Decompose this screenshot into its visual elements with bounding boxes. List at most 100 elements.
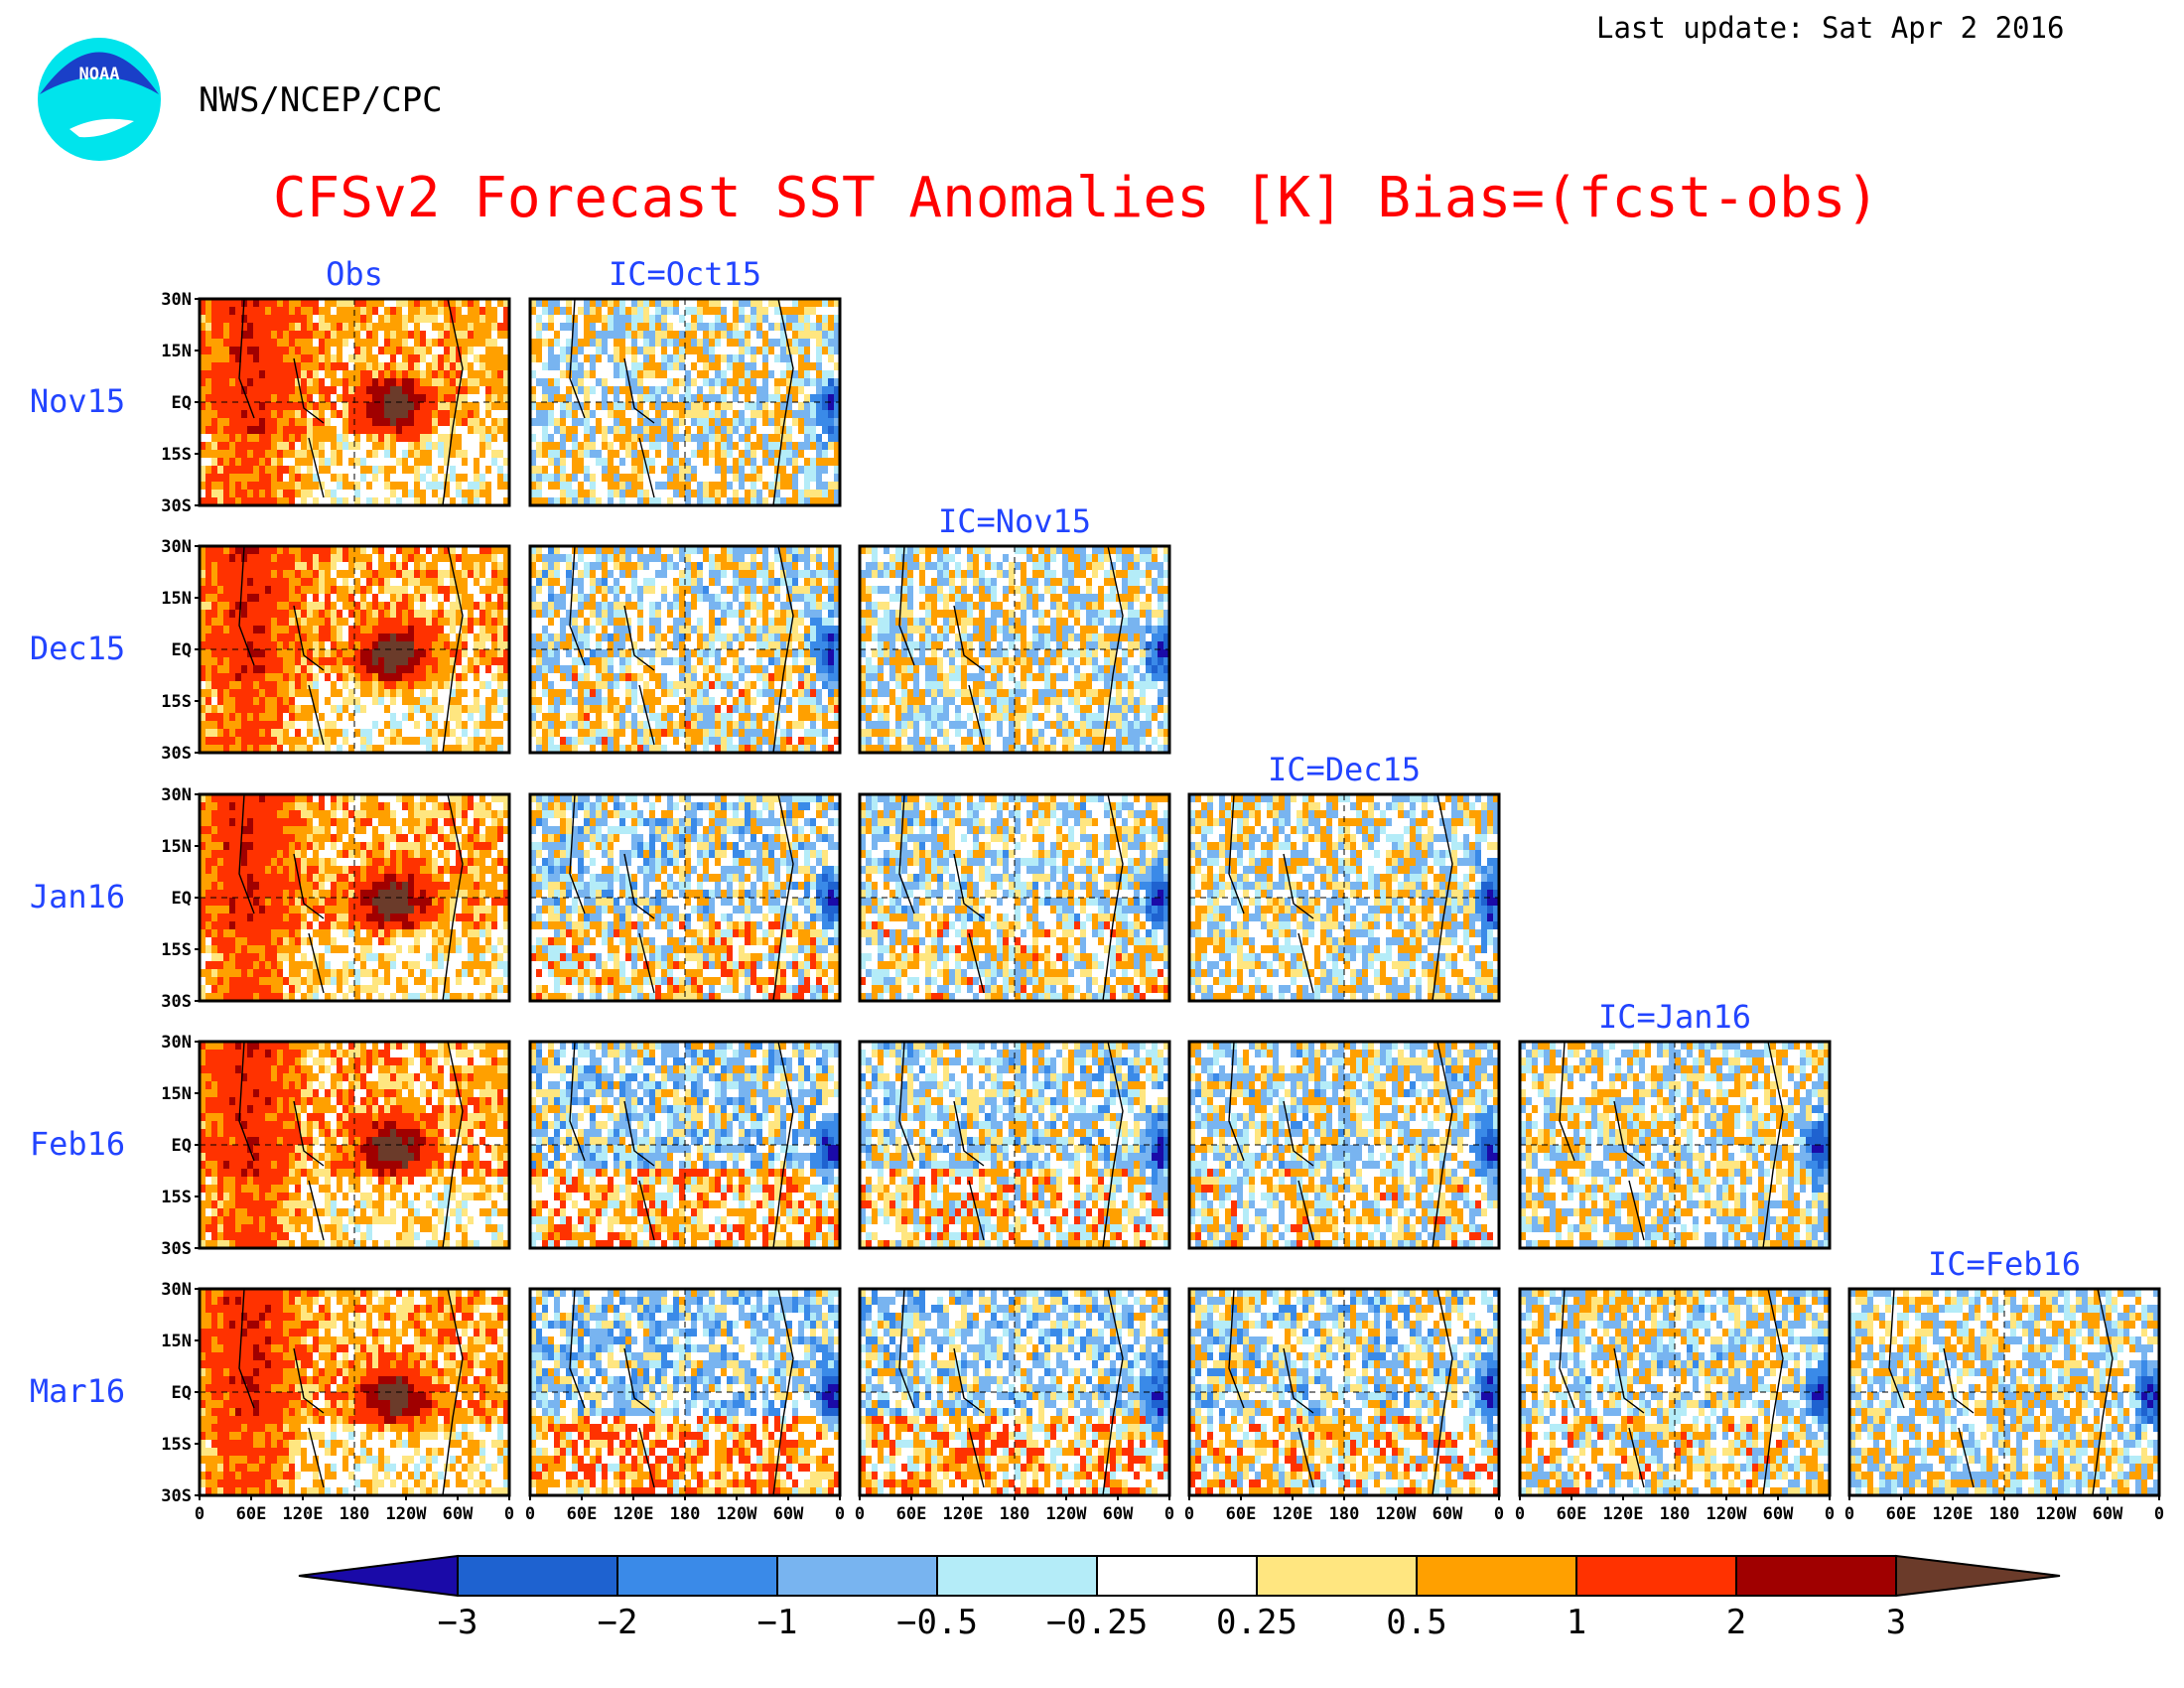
x-tick-label: 0 [504, 1504, 514, 1524]
row-label-0: Nov15 [30, 382, 125, 420]
row-label-1: Dec15 [30, 630, 125, 667]
x-tick-label: 0 [195, 1504, 205, 1524]
colorbar-segment [617, 1556, 777, 1596]
y-tick-label: 15S [161, 692, 192, 712]
x-tick-label: 0 [835, 1504, 845, 1524]
x-tick-label: 120E [1933, 1504, 1974, 1524]
colorbar-tick-label: 1 [1567, 1603, 1586, 1642]
x-tick-label: 0 [2154, 1504, 2164, 1524]
panel-r4-c3: 0 60E 120E 180 120W 60W 0 [1184, 1289, 1504, 1524]
agency-label: NWS/NCEP/CPC [199, 80, 443, 120]
colorbar: −3 −2 −1 −0.5 −0.25 0.25 0.5 1 2 3 [299, 1556, 2060, 1642]
y-tick-label: 15S [161, 940, 192, 960]
y-tick-label: 30N [161, 537, 192, 557]
x-tick-label: 0 [1184, 1504, 1194, 1524]
x-tick-label: 0 [1494, 1504, 1504, 1524]
colorbar-segment [458, 1556, 617, 1596]
x-tick-label: 60E [1226, 1504, 1257, 1524]
noaa-logo: NOAA [38, 38, 161, 161]
x-tick-label: 60W [2093, 1504, 2123, 1524]
x-tick-label: 120E [1603, 1504, 1644, 1524]
panel-r3-c3 [1189, 1042, 1499, 1248]
panel-r1-c1 [530, 546, 840, 753]
colorbar-segment [1417, 1556, 1576, 1596]
column-header-4: IC=Jan16 [1598, 998, 1751, 1036]
colorbar-tick-label: 0.25 [1216, 1603, 1297, 1642]
panel-r4-c5: 0 60E 120E 180 120W 60W 0 [1844, 1289, 2164, 1524]
column-header-1: IC=Oct15 [609, 255, 761, 293]
column-header-5: IC=Feb16 [1928, 1245, 2081, 1283]
last-update-label: Last update: Sat Apr 2 2016 [1596, 11, 2064, 45]
x-tick-label: 120W [386, 1504, 428, 1524]
y-tick-label: 30N [161, 290, 192, 310]
y-tick-label: 15N [161, 1084, 192, 1104]
y-tick-label: 15S [161, 1435, 192, 1455]
x-tick-label: 60E [567, 1504, 598, 1524]
x-tick-label: 120E [943, 1504, 984, 1524]
colorbar-tick-label: −1 [757, 1603, 798, 1642]
colorbar-segment [1736, 1556, 1896, 1596]
y-tick-label: 15N [161, 1332, 192, 1351]
y-tick-label: 15N [161, 589, 192, 609]
y-tick-label: 15N [161, 342, 192, 361]
row-label-4: Mar16 [30, 1372, 125, 1410]
colorbar-tick-label: −0.5 [896, 1603, 978, 1642]
panel-r2-c3 [1189, 794, 1499, 1001]
panel-r4-c2: 0 60E 120E 180 120W 60W 0 [855, 1289, 1174, 1524]
x-tick-label: 180 [1660, 1504, 1691, 1524]
x-tick-label: 0 [1515, 1504, 1525, 1524]
colorbar-tick-label: −2 [598, 1603, 638, 1642]
x-tick-label: 0 [1164, 1504, 1174, 1524]
colorbar-tick-label: 0.5 [1386, 1603, 1446, 1642]
colorbar-segment [1097, 1556, 1257, 1596]
x-tick-label: 60E [1557, 1504, 1587, 1524]
x-tick-label: 60W [443, 1504, 474, 1524]
x-tick-label: 120E [283, 1504, 324, 1524]
x-tick-label: 180 [670, 1504, 701, 1524]
x-tick-label: 120W [2036, 1504, 2078, 1524]
y-tick-label: 30S [161, 1486, 192, 1506]
row-label-2: Jan16 [30, 878, 125, 915]
y-tick-label: 30S [161, 992, 192, 1012]
colorbar-segment [777, 1556, 937, 1596]
colorbar-tick-label: 3 [1886, 1603, 1906, 1642]
panel-r4-c1: 0 60E 120E 180 120W 60W 0 [525, 1289, 845, 1524]
y-tick-label: 15S [161, 445, 192, 465]
colorbar-left-arrow [299, 1556, 458, 1596]
x-tick-label: 60W [1103, 1504, 1134, 1524]
colorbar-segment [1257, 1556, 1417, 1596]
colorbar-segment [1576, 1556, 1736, 1596]
x-tick-label: 120W [1376, 1504, 1418, 1524]
y-tick-label: 30N [161, 1033, 192, 1053]
y-tick-label: EQ [172, 1383, 192, 1403]
x-tick-label: 120W [717, 1504, 758, 1524]
colorbar-tick-label: 2 [1726, 1603, 1746, 1642]
x-tick-label: 180 [1000, 1504, 1030, 1524]
y-tick-label: 30S [161, 496, 192, 516]
panel-r3-c4 [1520, 1042, 1830, 1248]
x-tick-label: 180 [1329, 1504, 1360, 1524]
x-tick-label: 120E [614, 1504, 654, 1524]
colorbar-segment [937, 1556, 1097, 1596]
panel-r3-c2 [860, 1042, 1169, 1248]
x-tick-label: 0 [1844, 1504, 1854, 1524]
panel-r1-c2 [860, 546, 1169, 753]
panel-r0-c1 [530, 299, 840, 505]
colorbar-tick-label: −3 [438, 1603, 478, 1642]
column-header-2: IC=Nov15 [938, 502, 1091, 540]
panel-r3-c1 [530, 1042, 840, 1248]
x-tick-label: 60W [1763, 1504, 1794, 1524]
x-tick-label: 60W [773, 1504, 804, 1524]
panel-r4-c4: 0 60E 120E 180 120W 60W 0 [1515, 1289, 1835, 1524]
y-tick-label: 30N [161, 1280, 192, 1300]
chart-title: CFSv2 Forecast SST Anomalies [K] Bias=(f… [273, 166, 1879, 230]
panel-r2-c1 [530, 794, 840, 1001]
panel-r2-c2 [860, 794, 1169, 1001]
x-tick-label: 0 [1825, 1504, 1835, 1524]
x-tick-label: 60E [896, 1504, 927, 1524]
colorbar-right-arrow [1896, 1556, 2060, 1596]
x-tick-label: 180 [340, 1504, 370, 1524]
